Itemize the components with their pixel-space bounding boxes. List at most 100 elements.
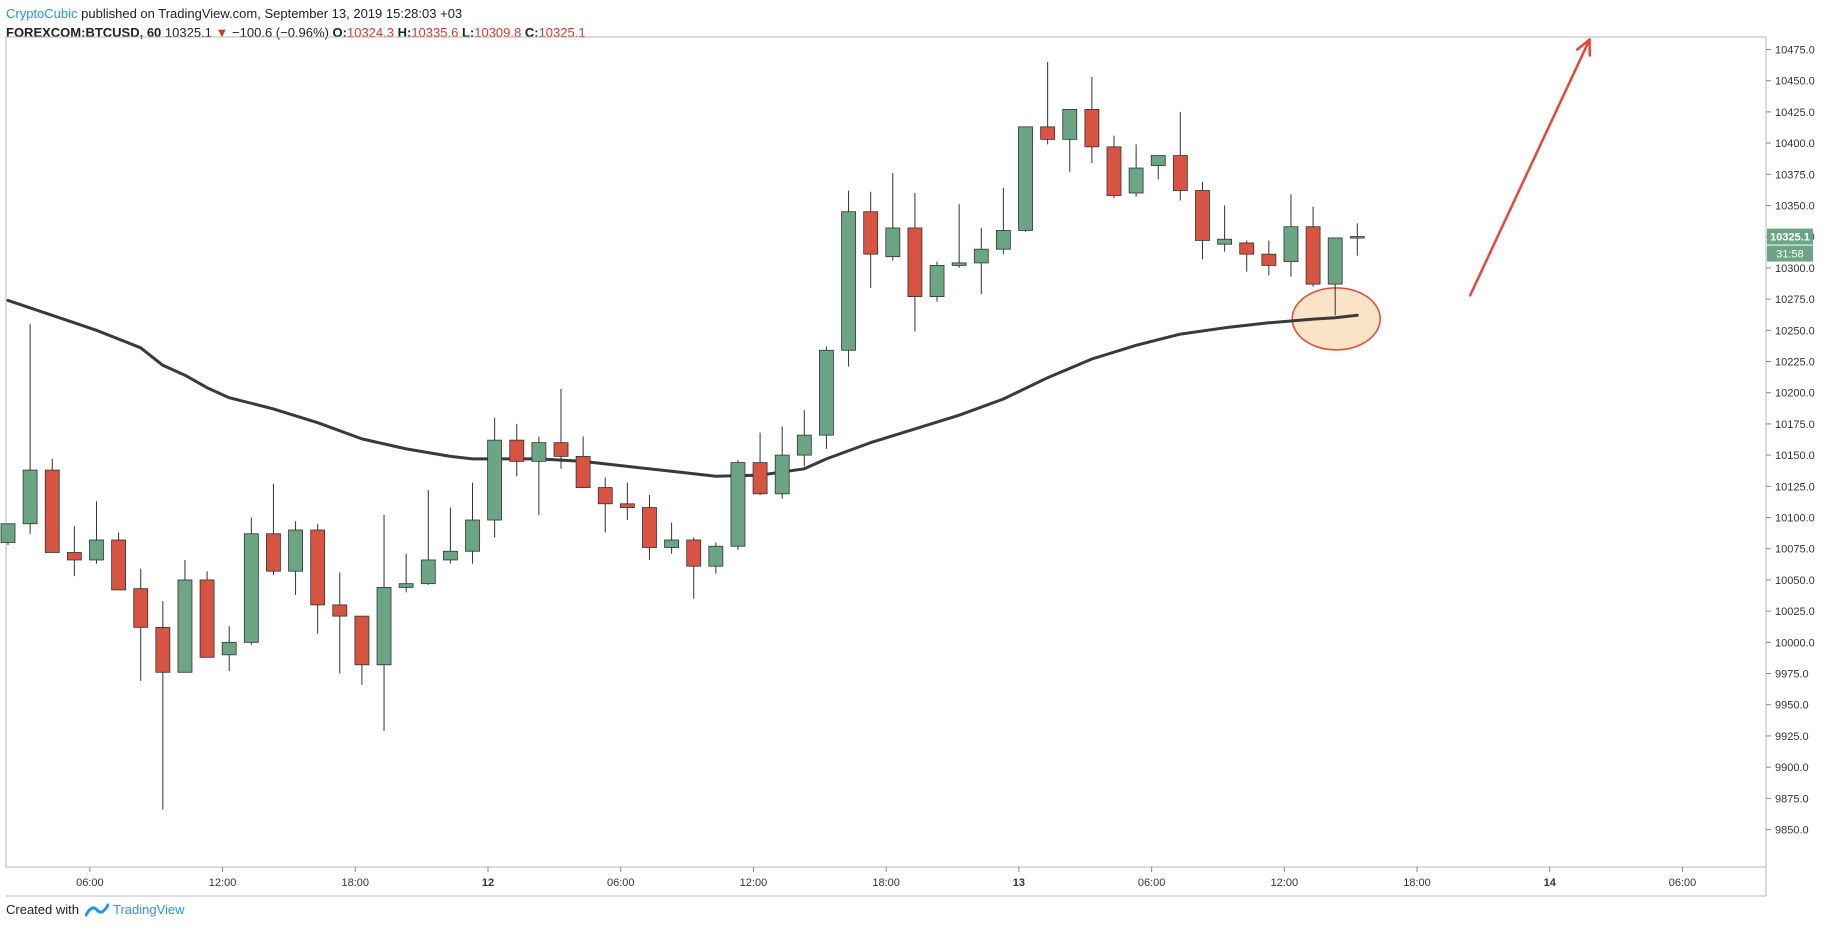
candle-body-up: [0, 523, 16, 543]
candle-body-down: [686, 539, 702, 567]
candle-body-up: [22, 469, 38, 525]
y-tick-label: 10075.0: [1775, 544, 1815, 556]
candle-body-up: [1062, 108, 1078, 140]
open-value: 10324.3: [346, 25, 394, 40]
candle-body-up: [951, 262, 967, 266]
open-label: O:: [332, 25, 347, 40]
moving-average-layer: [6, 298, 1359, 478]
candle: [774, 426, 790, 499]
countdown-tag-bg: [1767, 245, 1813, 262]
candle: [1349, 223, 1365, 256]
candle: [221, 626, 237, 672]
candle: [1283, 194, 1299, 277]
candle-body-up: [1128, 167, 1144, 194]
low-label: L:: [461, 25, 475, 40]
candle-body-down: [310, 529, 326, 606]
candle-body-up: [177, 579, 193, 673]
candle: [465, 482, 480, 564]
y-tick-label: 10000.0: [1775, 637, 1815, 649]
x-tick-label: 12:00: [1271, 877, 1299, 889]
candle: [951, 204, 967, 268]
candle: [642, 495, 657, 560]
candle: [487, 417, 503, 538]
y-tick-label: 10025.0: [1775, 606, 1815, 618]
x-tick-label: 06:00: [607, 877, 635, 889]
candle-body-up: [487, 439, 503, 521]
candle: [288, 521, 303, 595]
x-tick-label: 06:00: [1669, 877, 1697, 889]
candle-body-down: [1172, 155, 1188, 191]
x-tick-label: 18:00: [1403, 877, 1431, 889]
candle: [973, 227, 989, 295]
candle-body-up: [465, 519, 480, 552]
candle: [885, 173, 901, 261]
candle: [1018, 126, 1033, 232]
x-tick-label: 12: [482, 877, 494, 889]
candle-body-up: [1283, 226, 1299, 263]
last-price: 10325.1: [164, 25, 212, 40]
candle: [0, 523, 16, 545]
y-tick-label: 10200.0: [1775, 388, 1815, 400]
candle-body-down: [66, 552, 82, 561]
candle-body-up: [730, 462, 746, 547]
candle-body-down: [266, 533, 281, 572]
candle: [155, 601, 171, 810]
y-tick-label: 10475.0: [1775, 44, 1815, 56]
candle-body-down: [1084, 108, 1100, 148]
candle: [111, 532, 126, 591]
annotation-arrow-layer: [1468, 38, 1592, 297]
chart-footer: Created with TradingView: [6, 902, 185, 917]
high-value: 10335.6: [411, 25, 459, 40]
last-price-tag: 10325.1: [1770, 232, 1810, 244]
y-tick-label: 10050.0: [1775, 575, 1815, 587]
chart-frame: [5, 36, 1767, 897]
candle-body-up: [1018, 126, 1033, 231]
publish-line: CryptoCubic published on TradingView.com…: [6, 4, 586, 23]
candle: [1195, 181, 1210, 260]
candle: [708, 542, 724, 574]
annotation-arrow-line: [1468, 38, 1591, 297]
candle-body-down: [1239, 242, 1255, 255]
y-tick-label: 10425.0: [1775, 107, 1815, 119]
x-tick-label: 06:00: [76, 877, 104, 889]
candle: [1327, 237, 1343, 316]
time-axis[interactable]: 06:00 12:00 18:00 12 06:00 12:00 18:00 13 06:00 1…: [76, 867, 1696, 889]
candle: [686, 537, 702, 599]
x-tick-label: 13: [1013, 877, 1025, 889]
y-tick-label: 10175.0: [1775, 419, 1815, 431]
price-change: −100.6 (−0.96%): [232, 25, 329, 40]
candle: [1128, 144, 1144, 197]
candle: [376, 515, 392, 731]
x-tick-label: 06:00: [1138, 877, 1166, 889]
y-tick-label: 10100.0: [1775, 513, 1815, 525]
candle-body-up: [243, 533, 259, 643]
candle-body-up: [1327, 237, 1343, 285]
price-tags: 10325.1 31:58: [1767, 228, 1813, 262]
candle-body-down: [752, 462, 768, 495]
y-tick-label: 10225.0: [1775, 357, 1815, 369]
price-axis[interactable]: 9850.0 9875.0 9900.0 9925.0 9950.0 9975.0 1000…: [1766, 44, 1815, 837]
candle: [354, 615, 370, 685]
tradingview-brand-link[interactable]: TradingView: [112, 902, 185, 917]
author-link[interactable]: CryptoCubic: [6, 6, 78, 21]
candle: [796, 410, 812, 467]
candle: [619, 482, 635, 521]
chart-header: CryptoCubic published on TradingView.com…: [6, 4, 586, 42]
candle: [929, 261, 945, 302]
high-label: H:: [397, 25, 412, 40]
candle: [1150, 155, 1166, 180]
candle: [1261, 240, 1277, 276]
candle: [66, 526, 82, 577]
candle-body-up: [531, 442, 547, 462]
candle: [730, 460, 746, 550]
candle-body-up: [221, 641, 237, 656]
candle: [531, 436, 547, 516]
candle-body-down: [1106, 146, 1122, 196]
candle-body-down: [509, 439, 525, 462]
candle-body-up: [841, 211, 856, 351]
plot-border: [5, 36, 1767, 868]
published-info: published on TradingView.com, September …: [77, 6, 463, 21]
candle-body-down: [575, 455, 591, 488]
candle: [22, 324, 38, 534]
